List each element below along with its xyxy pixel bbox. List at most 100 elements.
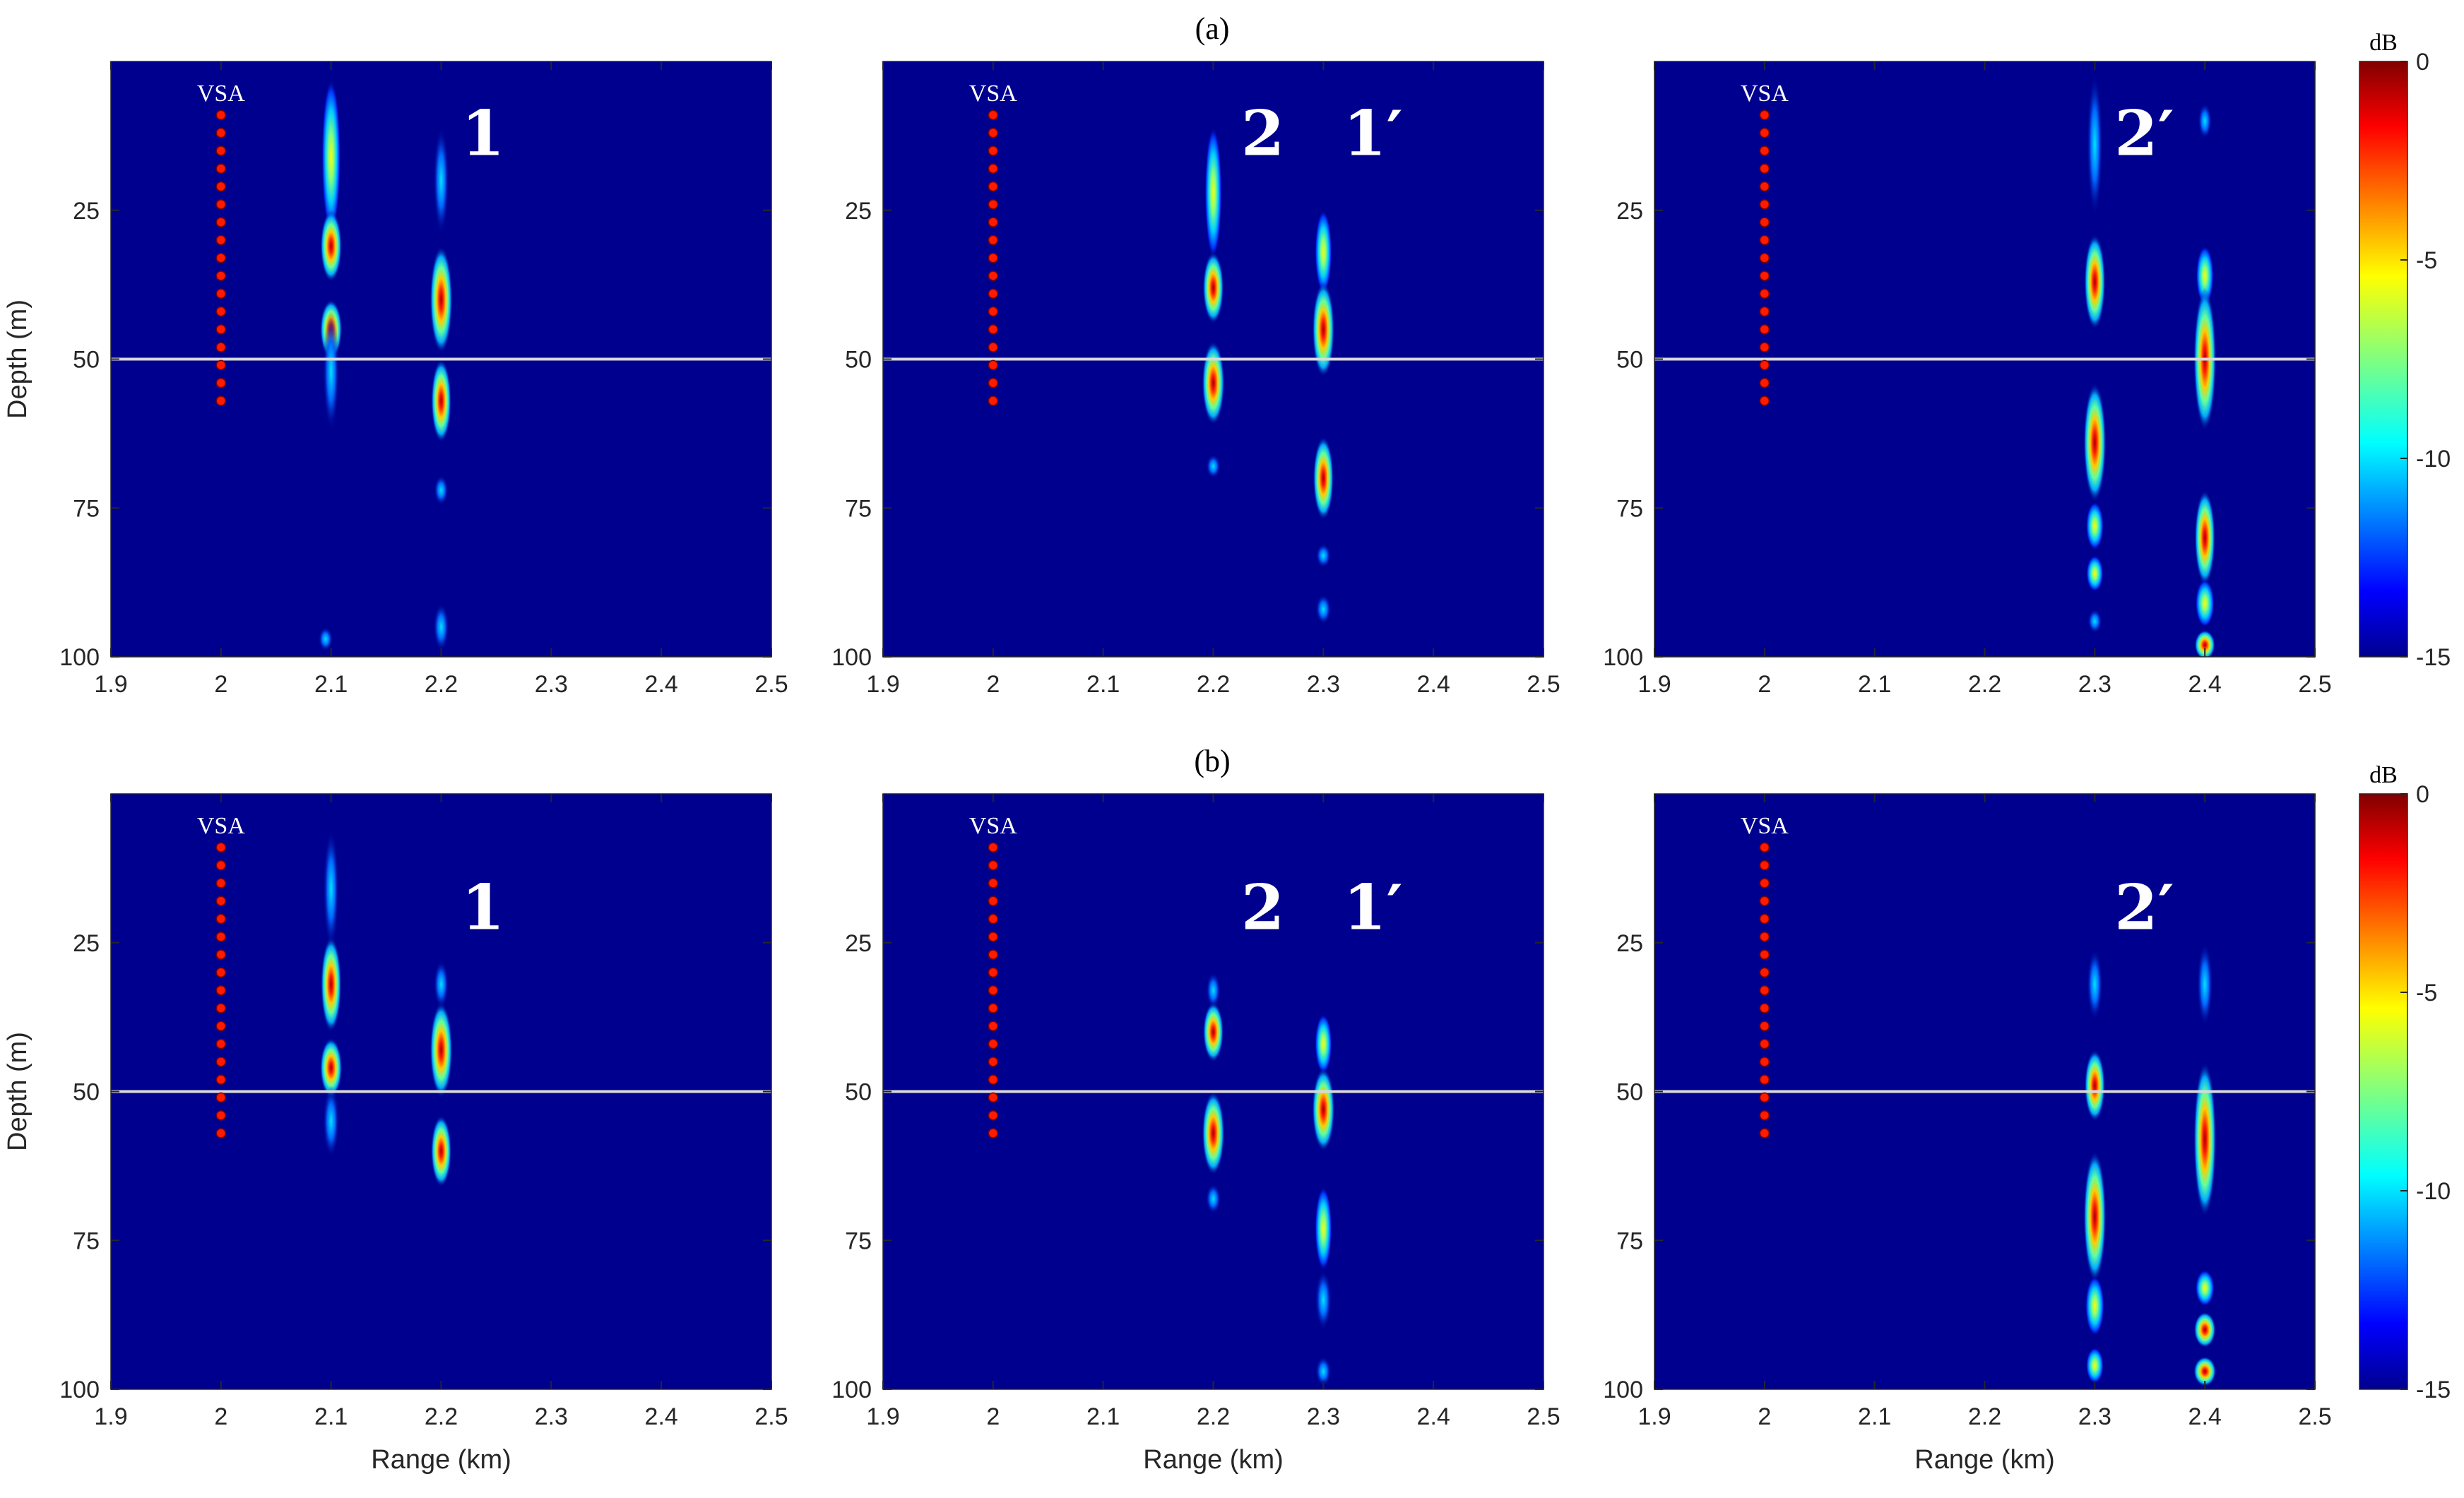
array-element	[1759, 342, 1770, 352]
vsa-array	[215, 109, 227, 406]
array-element	[988, 896, 999, 906]
array-element	[988, 217, 999, 227]
array-element	[215, 271, 227, 281]
focal-streak	[323, 311, 340, 431]
panel-b2: VSA 2 1′ 1.9 2 2.1 2.2 2.3 2.4 2.5 25 50 75 100 Range …	[831, 793, 1560, 1475]
y-tick-label: 50	[1616, 1079, 1643, 1106]
y-tick-label: 100	[831, 644, 872, 671]
x-tick-label: 2.4	[1417, 671, 1450, 698]
y-tick-label: 75	[1616, 495, 1643, 522]
x-tick-label: 2.5	[1527, 671, 1560, 698]
colorbar-box	[2359, 61, 2408, 658]
array-element	[988, 1057, 999, 1067]
array-element	[215, 1128, 227, 1139]
focal-streak	[430, 246, 453, 354]
array-element	[215, 1057, 227, 1067]
focal-streak	[430, 1002, 453, 1098]
array-element	[215, 932, 227, 942]
array-element	[1759, 271, 1770, 281]
array-element	[1759, 288, 1770, 299]
focal-streak	[2086, 555, 2104, 592]
vsa-label: VSA	[969, 81, 1017, 107]
colorbar-scale	[2359, 61, 2407, 657]
focal-streak	[2196, 246, 2214, 306]
array-element	[1759, 377, 1770, 388]
focal-streaks	[319, 829, 453, 1187]
y-tick-label: 25	[73, 198, 100, 225]
x-tick-label: 2.2	[1197, 671, 1230, 698]
x-tick-label: 2	[986, 671, 1000, 698]
colorbar-unit: dB	[2369, 762, 2398, 788]
y-tick-label: 75	[73, 1227, 100, 1254]
vsa-label: VSA	[1741, 813, 1789, 839]
vsa-array	[988, 109, 999, 406]
vsa-array	[1759, 842, 1770, 1139]
array-element	[215, 1110, 227, 1121]
array-element	[988, 913, 999, 925]
array-element	[988, 967, 999, 978]
vsa-array	[1759, 109, 1770, 406]
focal-streak	[319, 1038, 343, 1098]
colorbar-box	[2359, 793, 2408, 1390]
array-element	[215, 377, 227, 388]
vsa-array	[988, 842, 999, 1139]
row-label: (a)	[1195, 11, 1230, 46]
array-element	[988, 127, 999, 138]
y-tick-label: 25	[845, 198, 872, 225]
focal-streak	[2197, 942, 2213, 1026]
array-element	[988, 306, 999, 317]
array-element	[1759, 896, 1770, 906]
x-tick-label: 2	[214, 671, 227, 698]
array-element	[1759, 1057, 1770, 1067]
array-element	[988, 288, 999, 299]
colorbar-tick-label: -15	[2416, 1377, 2451, 1403]
array-element	[215, 163, 227, 174]
array-element	[215, 1038, 227, 1050]
y-tick-label: 50	[845, 1079, 872, 1106]
array-element	[988, 271, 999, 281]
y-tick-label: 25	[73, 930, 100, 957]
array-element	[988, 860, 999, 871]
x-tick-label: 1.9	[94, 1403, 127, 1430]
y-tick-label: 25	[1616, 198, 1643, 225]
array-element	[988, 1110, 999, 1121]
y-tick-label: 100	[59, 644, 100, 671]
array-element	[1759, 842, 1770, 853]
array-element	[1759, 145, 1770, 156]
y-tick-label: 100	[1603, 1377, 1643, 1403]
array-element	[988, 163, 999, 174]
focal-streak	[1313, 436, 1334, 521]
array-element	[1759, 860, 1770, 871]
array-element	[215, 359, 227, 371]
x-tick-label: 2.2	[1197, 1403, 1230, 1430]
array-element	[215, 234, 227, 246]
vsa-label: VSA	[1741, 81, 1789, 107]
focal-streak	[2193, 1356, 2217, 1386]
focal-streak	[2194, 489, 2215, 585]
focal-streak	[431, 359, 451, 443]
y-tick-label: 100	[1603, 644, 1643, 671]
colorbar-tick-label: -15	[2416, 644, 2451, 671]
focal-streaks	[2083, 942, 2217, 1386]
array-element	[988, 932, 999, 942]
array-element	[1759, 949, 1770, 960]
array-element	[1759, 878, 1770, 888]
array-element	[1759, 234, 1770, 246]
x-axis-label: Range (km)	[1914, 1445, 2055, 1475]
array-element	[215, 896, 227, 906]
array-element	[988, 234, 999, 246]
x-tick-label: 2.3	[535, 1403, 568, 1430]
array-element	[1759, 985, 1770, 996]
x-axis-label: Range (km)	[371, 1445, 511, 1475]
focal-streak	[2087, 949, 2103, 1021]
focal-streak	[1202, 1091, 1225, 1175]
focal-streak	[1202, 1002, 1224, 1062]
array-element	[215, 342, 227, 352]
array-element	[215, 396, 227, 406]
focal-streak	[320, 210, 342, 282]
array-element	[1759, 1128, 1770, 1139]
array-element	[1759, 1092, 1770, 1103]
annotation-label: 2′	[2114, 871, 2174, 944]
focal-streak	[2195, 1270, 2215, 1306]
array-element	[215, 252, 227, 263]
